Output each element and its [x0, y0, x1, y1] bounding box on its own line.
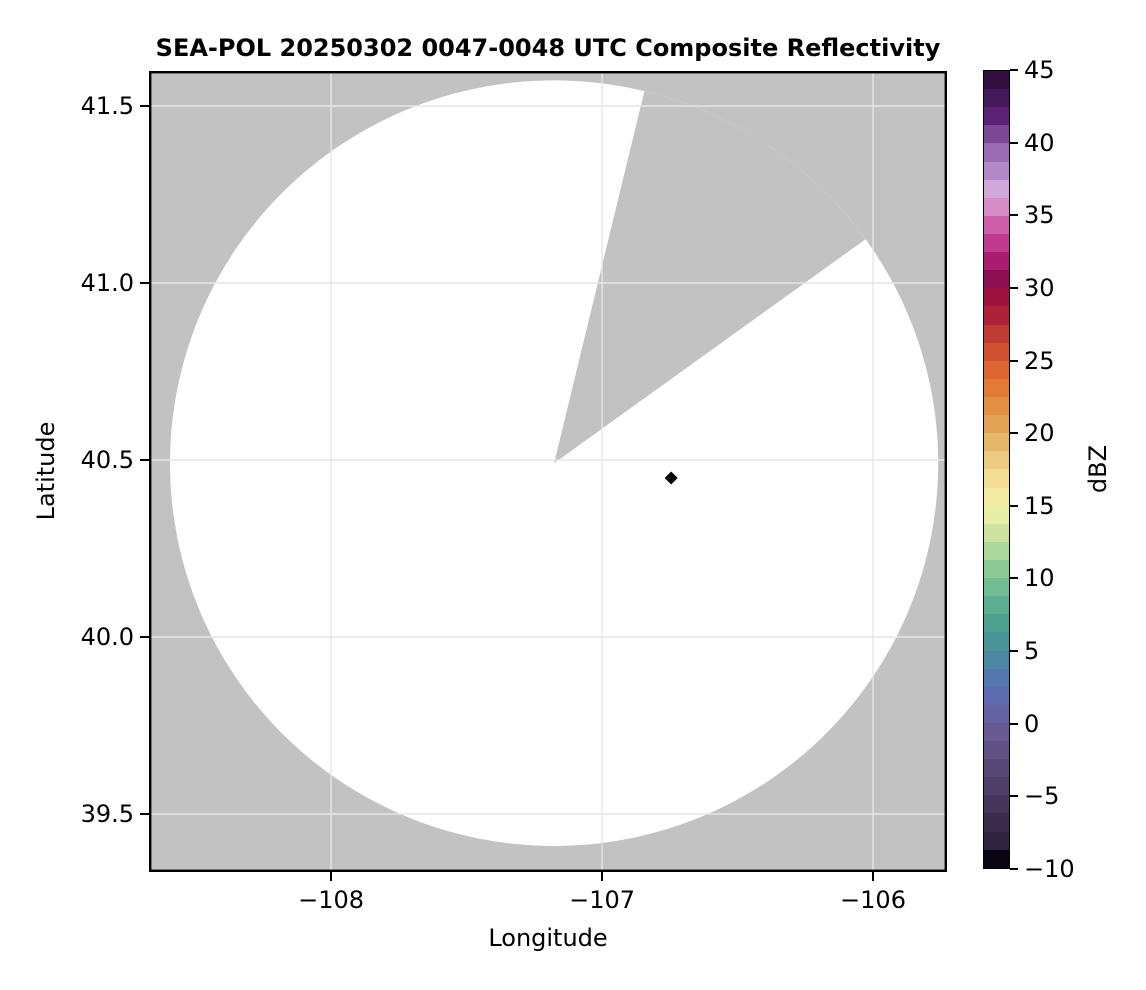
- colorbar-band: [984, 487, 1009, 506]
- x-tick-label: −106: [840, 886, 906, 914]
- colorbar-band: [984, 523, 1009, 542]
- colorbar-band: [984, 759, 1009, 778]
- colorbar-band: [984, 722, 1009, 742]
- colorbar-band: [984, 541, 1009, 560]
- y-tick-label: 41.5: [80, 92, 134, 121]
- colorbar-band: [984, 288, 1009, 307]
- colorbar-tick-label: 5: [1024, 637, 1040, 666]
- colorbar-tick-label: 15: [1024, 491, 1055, 520]
- y-tick-label: 40.0: [80, 622, 134, 651]
- colorbar-tick-mark: [1010, 577, 1018, 580]
- colorbar-band: [984, 252, 1009, 271]
- colorbar-band: [984, 197, 1009, 216]
- colorbar-band: [984, 596, 1009, 615]
- axis-frame: [149, 71, 947, 872]
- colorbar-tick-mark: [1010, 650, 1018, 653]
- x-tick-mark: [601, 872, 604, 881]
- colorbar-tick-mark: [1010, 286, 1018, 289]
- missing-sector-wedge: [554, 91, 866, 464]
- colorbar-tick-mark: [1010, 69, 1018, 71]
- colorbar-tick-mark: [1010, 868, 1018, 870]
- y-tick-label: 40.5: [80, 445, 134, 474]
- colorbar-tick-mark: [1010, 359, 1018, 362]
- colorbar-tick-label: 0: [1024, 709, 1040, 738]
- colorbar-band: [984, 360, 1009, 379]
- colorbar-band: [984, 396, 1009, 416]
- colorbar-band: [984, 632, 1009, 651]
- y-tick-label: 41.0: [80, 269, 134, 298]
- colorbar-tick-label: 35: [1024, 201, 1055, 230]
- colorbar-band: [984, 89, 1009, 108]
- colorbar-tick-mark: [1010, 141, 1018, 144]
- colorbar-band: [984, 233, 1009, 253]
- colorbar-tick-label: −5: [1024, 782, 1060, 811]
- y-tick-mark: [140, 812, 149, 815]
- colorbar-band: [984, 505, 1009, 524]
- colorbar-band: [984, 71, 1009, 90]
- colorbar-band: [984, 324, 1009, 343]
- colorbar-band: [984, 143, 1009, 162]
- chart-title: SEA-POL 20250302 0047-0048 UTC Composite…: [155, 34, 941, 62]
- y-tick-mark: [140, 458, 149, 461]
- x-axis-label: Longitude: [488, 924, 608, 952]
- y-tick-mark: [140, 105, 149, 108]
- colorbar-tick-label: 30: [1024, 273, 1055, 302]
- y-axis-label: Latitude: [32, 421, 60, 521]
- plot-svg: [149, 71, 947, 872]
- colorbar-band: [984, 161, 1009, 180]
- colorbar-tick-mark: [1010, 795, 1018, 798]
- colorbar-band: [984, 795, 1009, 814]
- colorbar-band: [984, 215, 1009, 234]
- colorbar-tick-mark: [1010, 214, 1018, 217]
- colorbar-band: [984, 813, 1009, 832]
- colorbar-tick-label: −10: [1024, 855, 1075, 883]
- plot-area: [149, 71, 947, 872]
- colorbar-band: [984, 415, 1009, 434]
- y-tick-label: 39.5: [80, 799, 134, 828]
- colorbar-tick-mark: [1010, 722, 1018, 725]
- x-tick-label: −108: [298, 886, 365, 914]
- colorbar-tick-label: 10: [1024, 564, 1055, 593]
- colorbar-band: [984, 559, 1009, 579]
- colorbar-band: [984, 831, 1009, 850]
- colorbar-band: [984, 342, 1009, 361]
- colorbar-band: [984, 686, 1009, 705]
- colorbar-band: [984, 107, 1009, 126]
- colorbar: [983, 70, 1010, 869]
- colorbar-band: [984, 777, 1009, 796]
- colorbar-band: [984, 668, 1009, 687]
- colorbar-tick-label: 45: [1024, 56, 1055, 84]
- colorbar-band: [984, 704, 1009, 723]
- colorbar-band: [984, 650, 1009, 669]
- station-marker: [664, 471, 678, 485]
- x-tick-mark: [872, 872, 875, 881]
- colorbar-band: [984, 125, 1009, 144]
- colorbar-band: [984, 451, 1009, 470]
- colorbar-band: [984, 306, 1009, 325]
- colorbar-band: [984, 614, 1009, 633]
- colorbar-tick-label: 25: [1024, 346, 1055, 375]
- colorbar-band: [984, 741, 1009, 760]
- colorbar-tick-mark: [1010, 432, 1018, 435]
- colorbar-tick-mark: [1010, 504, 1018, 507]
- colorbar-band: [984, 849, 1009, 868]
- colorbar-band: [984, 270, 1009, 289]
- colorbar-band: [984, 378, 1009, 397]
- y-tick-mark: [140, 635, 149, 638]
- colorbar-band: [984, 179, 1009, 198]
- x-tick-mark: [330, 872, 333, 881]
- colorbar-band: [984, 469, 1009, 488]
- y-tick-mark: [140, 282, 149, 285]
- colorbar-band: [984, 578, 1009, 597]
- x-tick-label: −107: [569, 886, 635, 914]
- colorbar-tick-label: 40: [1024, 128, 1055, 157]
- colorbar-tick-label: 20: [1024, 419, 1055, 448]
- colorbar-band: [984, 433, 1009, 452]
